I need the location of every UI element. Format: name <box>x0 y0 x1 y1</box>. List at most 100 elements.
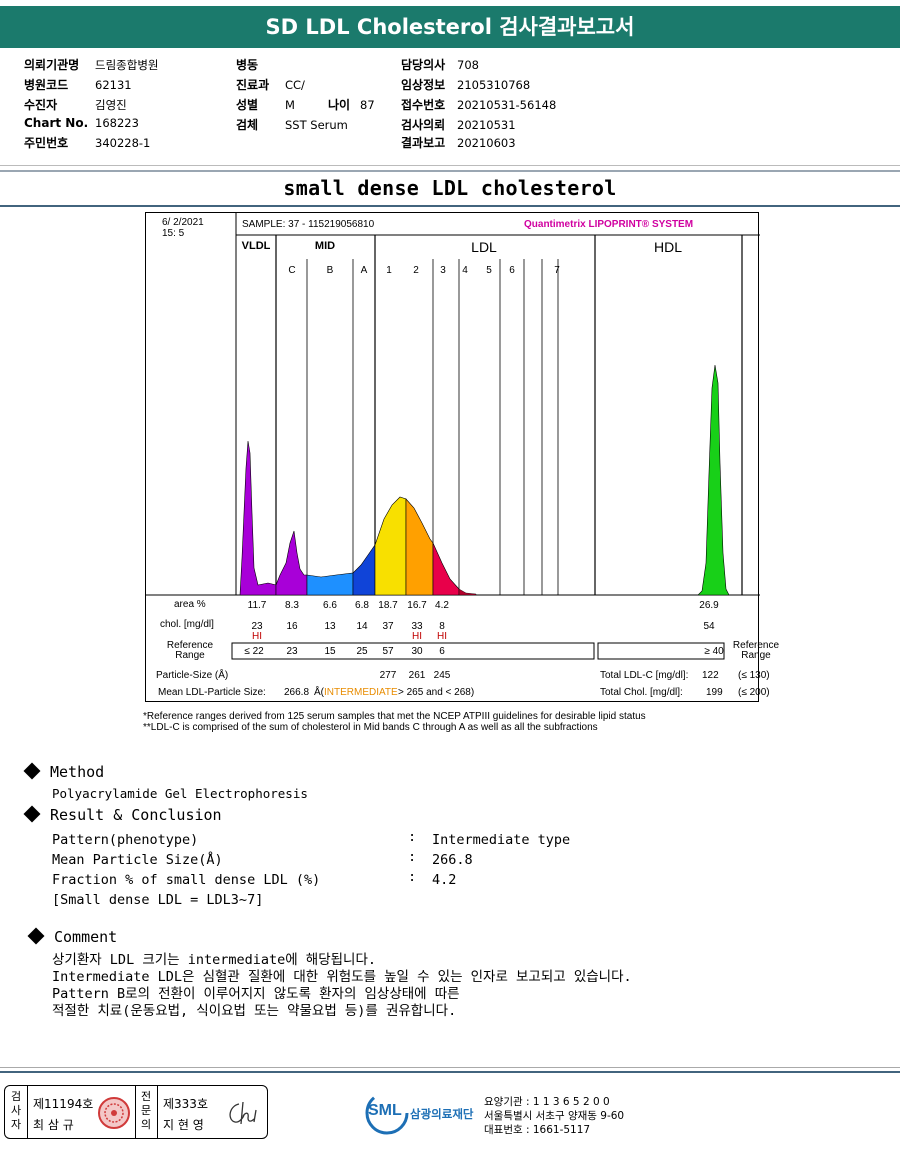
result-label: Mean Particle Size(Å) <box>52 852 223 868</box>
field-value: 708 <box>457 58 479 72</box>
hdl-area <box>697 364 730 596</box>
divider <box>0 1071 900 1073</box>
total-chol-ref: (≤ 200) <box>738 687 770 698</box>
sml-logo-text: SML <box>368 1102 402 1119</box>
specialist-number: 제333호 <box>163 1097 208 1111</box>
patient-field: 의뢰기관명 드림종합병원 <box>24 56 158 73</box>
diamond-bullet-icon <box>23 762 41 780</box>
patient-field: 병동 <box>236 56 285 73</box>
mean-particle-rule: > 265 and < 268) <box>398 687 475 698</box>
field-value: 168223 <box>95 116 139 130</box>
reference-box <box>231 642 595 660</box>
reference-value: ≤ 22 <box>244 646 264 657</box>
patient-field: 결과보고 20210603 <box>401 134 516 151</box>
field-label: 접수번호 <box>401 98 446 112</box>
field-value: 드림종합병원 <box>95 58 159 72</box>
field-value: SST Serum <box>285 118 348 132</box>
field-label: 병동 <box>236 58 259 72</box>
row-label-ref: Reference Range <box>166 640 214 661</box>
patient-field: 성별 M <box>236 96 295 113</box>
patient-field: 접수번호 20210531-56148 <box>401 96 556 113</box>
area-pct-value: 6.6 <box>323 600 337 611</box>
inspector-seal-icon <box>98 1097 130 1129</box>
field-label: 성별 <box>236 98 259 112</box>
patient-field: 검사의뢰 20210531 <box>401 116 516 133</box>
chart-time: 15: 5 <box>162 228 185 239</box>
result-colon: : <box>408 869 417 885</box>
field-value: 김영진 <box>95 98 127 112</box>
divider <box>135 1086 136 1138</box>
ldl-tail-area <box>458 588 477 596</box>
reference-value: 23 <box>286 646 298 657</box>
group-label-ldl: LDL <box>471 239 497 255</box>
particle-size-value: 277 <box>379 670 397 681</box>
chol-value: 13 <box>324 621 336 632</box>
field-label: 나이 <box>328 98 351 112</box>
field-label: 병원코드 <box>24 78 69 92</box>
footnote: **LDL-C is comprised of the sum of chole… <box>143 722 598 733</box>
patient-age: 나이 87 <box>328 96 375 113</box>
org-info: 대표번호 : 1661-5117 <box>484 1124 591 1136</box>
chart-date: 6/ 2/2021 <box>162 217 204 228</box>
result-heading: Result & Conclusion <box>23 805 222 824</box>
area-pct-value: 11.7 <box>247 600 267 611</box>
field-value: 62131 <box>95 78 132 92</box>
group-label-vldl: VLDL <box>241 240 271 252</box>
band-c-area <box>275 530 308 596</box>
mean-particle-value: 266.8 <box>284 687 310 698</box>
field-value: 2105310768 <box>457 78 531 92</box>
reference-value: 57 <box>382 646 394 657</box>
band-label: 6 <box>509 265 515 276</box>
reference-value: 15 <box>324 646 336 657</box>
reference-value: 25 <box>356 646 368 657</box>
method-title: Method <box>50 763 105 781</box>
area-pct-value: 18.7 <box>378 600 398 611</box>
field-label: 검사의뢰 <box>401 118 446 132</box>
chart-svg <box>146 213 760 660</box>
org-info: 요양기관 : 1 1 3 6 5 2 0 0 <box>484 1096 610 1108</box>
result-colon: : <box>408 849 417 865</box>
divider <box>0 1067 900 1068</box>
comment-line: Intermediate LDL은 심혈관 질환에 대한 위험도를 높일 수 있… <box>52 969 632 985</box>
divider <box>0 165 900 166</box>
report-title: small dense LDL cholesterol <box>283 176 617 200</box>
inspector-number: 제11194호 <box>33 1097 94 1111</box>
comment-line: Pattern B로의 전환이 이루어지지 않도록 환자의 임상상태에 따른 <box>52 986 460 1002</box>
field-label: 임상정보 <box>401 78 446 92</box>
result-value: 266.8 <box>432 852 473 868</box>
comment-title: Comment <box>54 928 118 946</box>
method-heading: Method <box>23 762 105 781</box>
patient-field: 검체 SST Serum <box>236 116 348 133</box>
field-value: 340228-1 <box>95 136 151 150</box>
field-label: 결과보고 <box>401 136 446 150</box>
hi-flag: HI <box>412 631 422 642</box>
comment-heading: Comment <box>27 927 118 946</box>
ldl3-area <box>432 542 460 596</box>
inspector-name: 최 삼 규 <box>33 1118 74 1132</box>
result-label: Fraction % of small dense LDL (%) <box>52 872 321 888</box>
particle-size-value: 261 <box>408 670 426 681</box>
total-ldl-ref: (≤ 130) <box>738 670 770 681</box>
sml-logo-icon <box>365 1091 409 1135</box>
mean-particle-unit: Å( <box>314 687 324 698</box>
divider <box>157 1086 158 1138</box>
row-label-chol: chol. [mg/dl] <box>160 619 214 630</box>
band-label: 5 <box>486 265 492 276</box>
band-label: 2 <box>413 265 419 276</box>
org-name: 삼광의료재단 <box>410 1107 474 1121</box>
patient-field: 수진자 김영진 <box>24 96 127 113</box>
band-label: 7 <box>554 265 560 276</box>
band-label: 1 <box>386 265 392 276</box>
field-label: 주민번호 <box>24 136 69 150</box>
particle-size-value: 245 <box>433 670 451 681</box>
reference-value: 30 <box>411 646 423 657</box>
divider <box>27 1086 28 1138</box>
sample-id: SAMPLE: 37 - 115219056810 <box>242 219 375 230</box>
field-label: 진료과 <box>236 78 270 92</box>
chol-value: 23 <box>251 621 263 632</box>
row-label-ref-right: Reference Range <box>732 640 780 661</box>
area-pct-value: 4.2 <box>435 600 449 611</box>
ldl2-area <box>405 498 434 596</box>
